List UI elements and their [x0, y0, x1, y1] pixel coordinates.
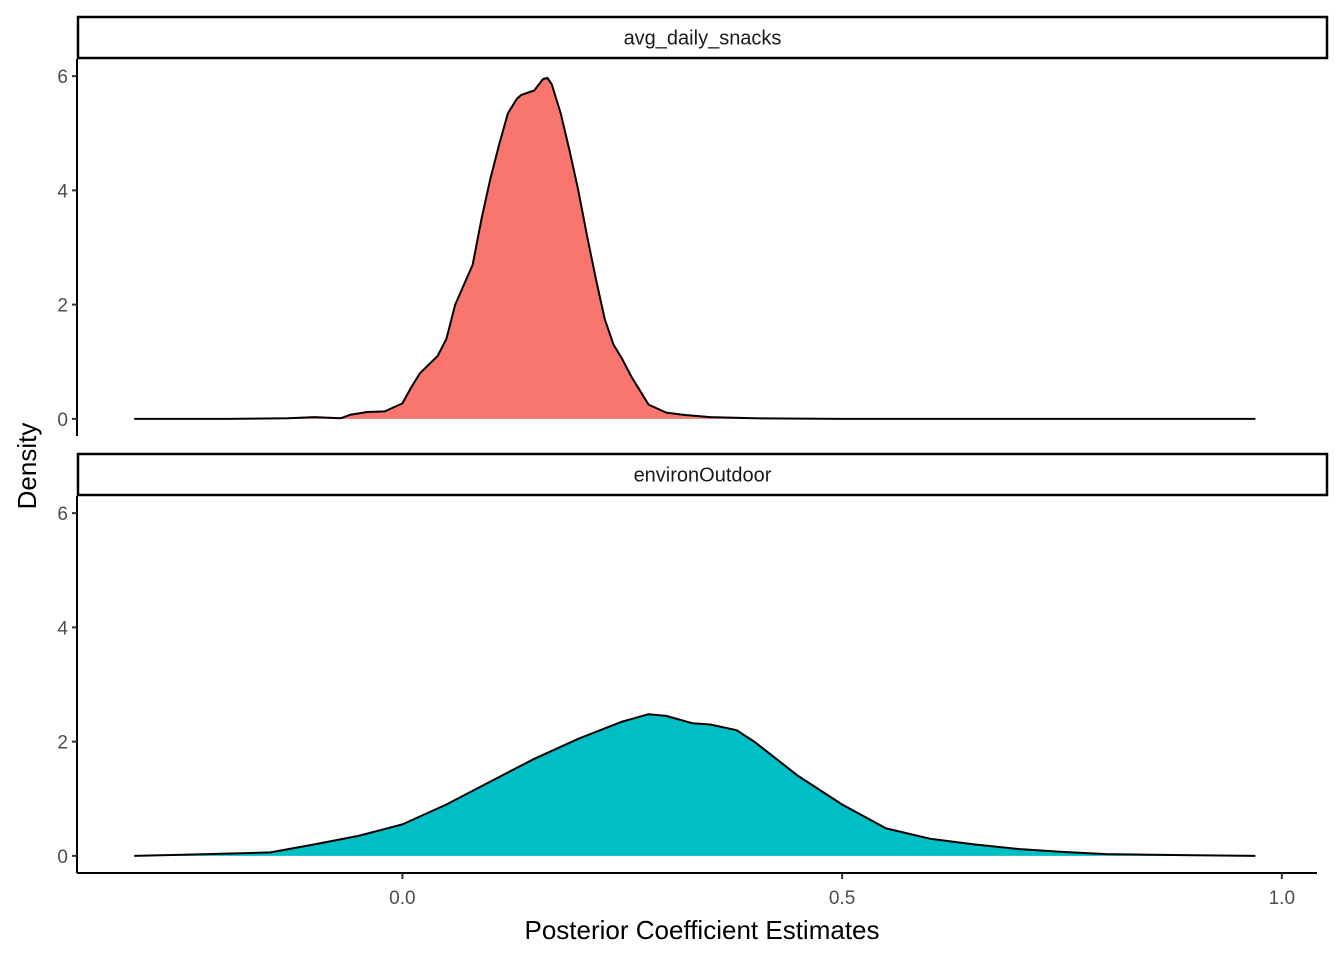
- x-tick-label: 0.5: [829, 888, 855, 909]
- density-area: [134, 714, 1256, 856]
- panels-layer: avg_daily_snacks 0 2 4 6 environOutdoor 0 2 4 6 0.…: [57, 15, 1329, 909]
- facet-strip-label: avg_daily_snacks: [624, 28, 782, 50]
- facet-panel: environOutdoor 0 2 4 6: [57, 452, 1329, 873]
- facet-strip: [76, 452, 1329, 497]
- y-tick-label: 6: [57, 67, 68, 88]
- density-line: [134, 713, 1256, 857]
- y-tick-label: 6: [57, 504, 68, 525]
- x-axis-title: Posterior Coefficient Estimates: [525, 915, 880, 945]
- y-tick-label: 2: [57, 296, 68, 317]
- y-tick-label: 2: [57, 733, 68, 754]
- facet-strip-label: environOutdoor: [634, 465, 772, 487]
- x-tick-label: 0.0: [389, 888, 415, 909]
- y-tick-label: 4: [57, 181, 68, 202]
- y-tick-label: 0: [57, 410, 68, 431]
- y-tick-label: 4: [57, 618, 68, 639]
- facet-panel: avg_daily_snacks 0 2 4 6: [57, 15, 1329, 436]
- facet-strip: [76, 15, 1329, 60]
- y-tick-label: 0: [57, 847, 68, 868]
- density-line: [134, 76, 1256, 420]
- y-axis-title: Density: [12, 423, 42, 510]
- density-area: [134, 77, 1256, 419]
- x-tick-label: 1.0: [1269, 888, 1295, 909]
